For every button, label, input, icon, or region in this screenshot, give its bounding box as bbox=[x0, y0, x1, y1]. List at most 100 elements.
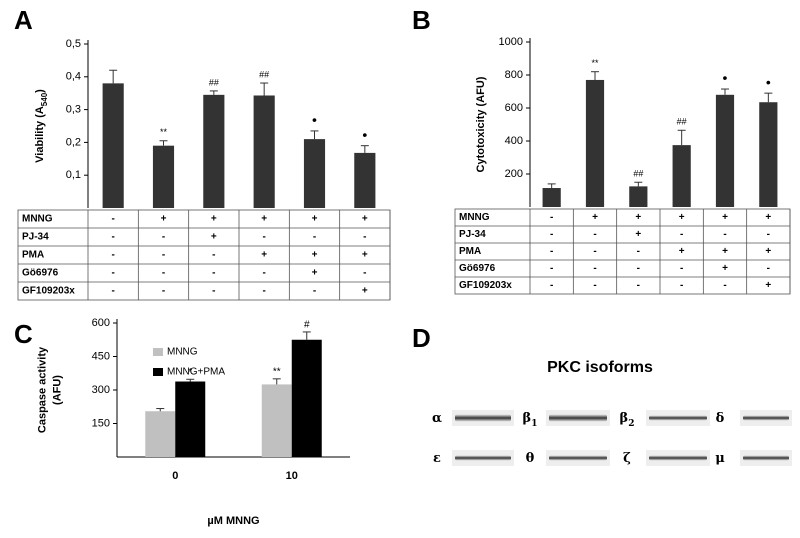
bar bbox=[203, 94, 225, 208]
table-cell: - bbox=[162, 286, 165, 297]
y-tick-label: 600 bbox=[505, 102, 523, 114]
table-cell: - bbox=[680, 229, 683, 240]
table-cell: - bbox=[550, 246, 553, 257]
blot-band bbox=[455, 414, 511, 422]
row-label: PJ-34 bbox=[459, 229, 486, 240]
table-cell: - bbox=[637, 246, 640, 257]
table-cell: + bbox=[211, 214, 217, 225]
y-tick-label: 0,4 bbox=[66, 71, 81, 83]
table-cell: - bbox=[550, 263, 553, 274]
table-cell: - bbox=[680, 263, 683, 274]
significance: • bbox=[723, 70, 728, 86]
isoform-label: β2 bbox=[620, 411, 635, 429]
significance: * bbox=[188, 367, 192, 378]
table-cell: + bbox=[362, 250, 368, 261]
y-axis-label: Viability (A540) bbox=[34, 89, 49, 163]
isoform-letter: β bbox=[523, 411, 532, 426]
y-tick-label: 300 bbox=[92, 384, 110, 396]
significance: ** bbox=[273, 366, 281, 377]
table-cell: - bbox=[111, 286, 114, 297]
blot-title: PKC isoforms bbox=[547, 359, 653, 376]
bar bbox=[175, 381, 206, 457]
table-cell: - bbox=[637, 280, 640, 291]
table-cell: + bbox=[362, 286, 368, 297]
blot-band bbox=[649, 415, 707, 421]
row-label: PMA bbox=[459, 246, 481, 257]
y-axis-label: Caspase activity bbox=[36, 346, 48, 433]
row-label: PMA bbox=[22, 250, 44, 261]
legend-swatch bbox=[153, 368, 163, 376]
row-label: Gö6976 bbox=[459, 263, 496, 274]
table-cell: + bbox=[211, 232, 217, 243]
table-cell: - bbox=[212, 268, 215, 279]
table-cell: - bbox=[593, 280, 596, 291]
bar bbox=[303, 139, 326, 208]
significance: ## bbox=[259, 69, 269, 79]
table-cell: + bbox=[679, 212, 685, 223]
bar bbox=[672, 145, 691, 207]
table-cell: + bbox=[722, 212, 728, 223]
table-cell: + bbox=[635, 212, 641, 223]
isoform-label: ζ bbox=[623, 451, 631, 466]
isoform-label: β1 bbox=[523, 411, 538, 429]
table-cell: - bbox=[313, 232, 316, 243]
panel-label: D bbox=[412, 323, 431, 353]
table-cell: - bbox=[550, 280, 553, 291]
blot-band bbox=[649, 455, 707, 461]
significance: ## bbox=[209, 77, 219, 87]
isoform-label: θ bbox=[526, 451, 535, 466]
table-cell: - bbox=[593, 229, 596, 240]
table-cell: + bbox=[765, 212, 771, 223]
table-cell: - bbox=[723, 229, 726, 240]
row-label: GF109203x bbox=[459, 280, 512, 291]
y-axis-label-part: 540 bbox=[40, 92, 49, 106]
y-tick-label: 150 bbox=[92, 417, 110, 429]
table-cell: - bbox=[680, 280, 683, 291]
isoform-letter: ζ bbox=[623, 451, 631, 466]
significance: • bbox=[312, 112, 317, 128]
isoform-letter: δ bbox=[716, 411, 725, 426]
isoform-letter: ε bbox=[433, 451, 441, 466]
table-cell: - bbox=[767, 263, 770, 274]
table-cell: - bbox=[212, 286, 215, 297]
table-cell: - bbox=[313, 286, 316, 297]
blot-band bbox=[549, 414, 607, 422]
y-tick-label: 400 bbox=[505, 135, 523, 147]
table-cell: + bbox=[592, 212, 598, 223]
x-tick-label: 0 bbox=[172, 470, 178, 482]
table-cell: - bbox=[723, 280, 726, 291]
bar bbox=[759, 102, 778, 207]
row-label: MNNG bbox=[22, 214, 53, 225]
significance: # bbox=[304, 320, 310, 331]
table-cell: + bbox=[635, 229, 641, 240]
table-cell: - bbox=[162, 232, 165, 243]
y-axis-label: Cytotoxicity (AFU) bbox=[475, 76, 487, 172]
significance: • bbox=[766, 74, 771, 90]
table-cell: - bbox=[262, 268, 265, 279]
table-cell: - bbox=[162, 250, 165, 261]
row-label: MNNG bbox=[459, 212, 490, 223]
x-tick-label: 10 bbox=[286, 470, 298, 482]
x-axis-label: µM MNNG bbox=[207, 515, 259, 527]
row-label: GF109203x bbox=[22, 286, 75, 297]
table-cell: + bbox=[261, 250, 267, 261]
y-tick-label: 800 bbox=[505, 69, 523, 81]
bar bbox=[253, 95, 275, 208]
table-cell: + bbox=[362, 214, 368, 225]
isoform-label: δ bbox=[716, 411, 725, 426]
y-axis-label-part: Viability (A bbox=[34, 106, 46, 163]
isoform-sub: 2 bbox=[628, 419, 634, 429]
bar bbox=[152, 145, 175, 208]
panel-label: B bbox=[412, 5, 431, 35]
significance: ** bbox=[160, 127, 168, 137]
table-cell: + bbox=[261, 214, 267, 225]
panel-label: C bbox=[14, 319, 33, 349]
y-tick-label: 0,5 bbox=[66, 38, 81, 50]
row-label: Gö6976 bbox=[22, 268, 59, 279]
blot-band bbox=[743, 415, 789, 421]
table-cell: - bbox=[363, 232, 366, 243]
bar bbox=[102, 83, 124, 208]
table-cell: + bbox=[765, 280, 771, 291]
table-cell: - bbox=[111, 268, 114, 279]
isoform-label: ε bbox=[433, 451, 441, 466]
